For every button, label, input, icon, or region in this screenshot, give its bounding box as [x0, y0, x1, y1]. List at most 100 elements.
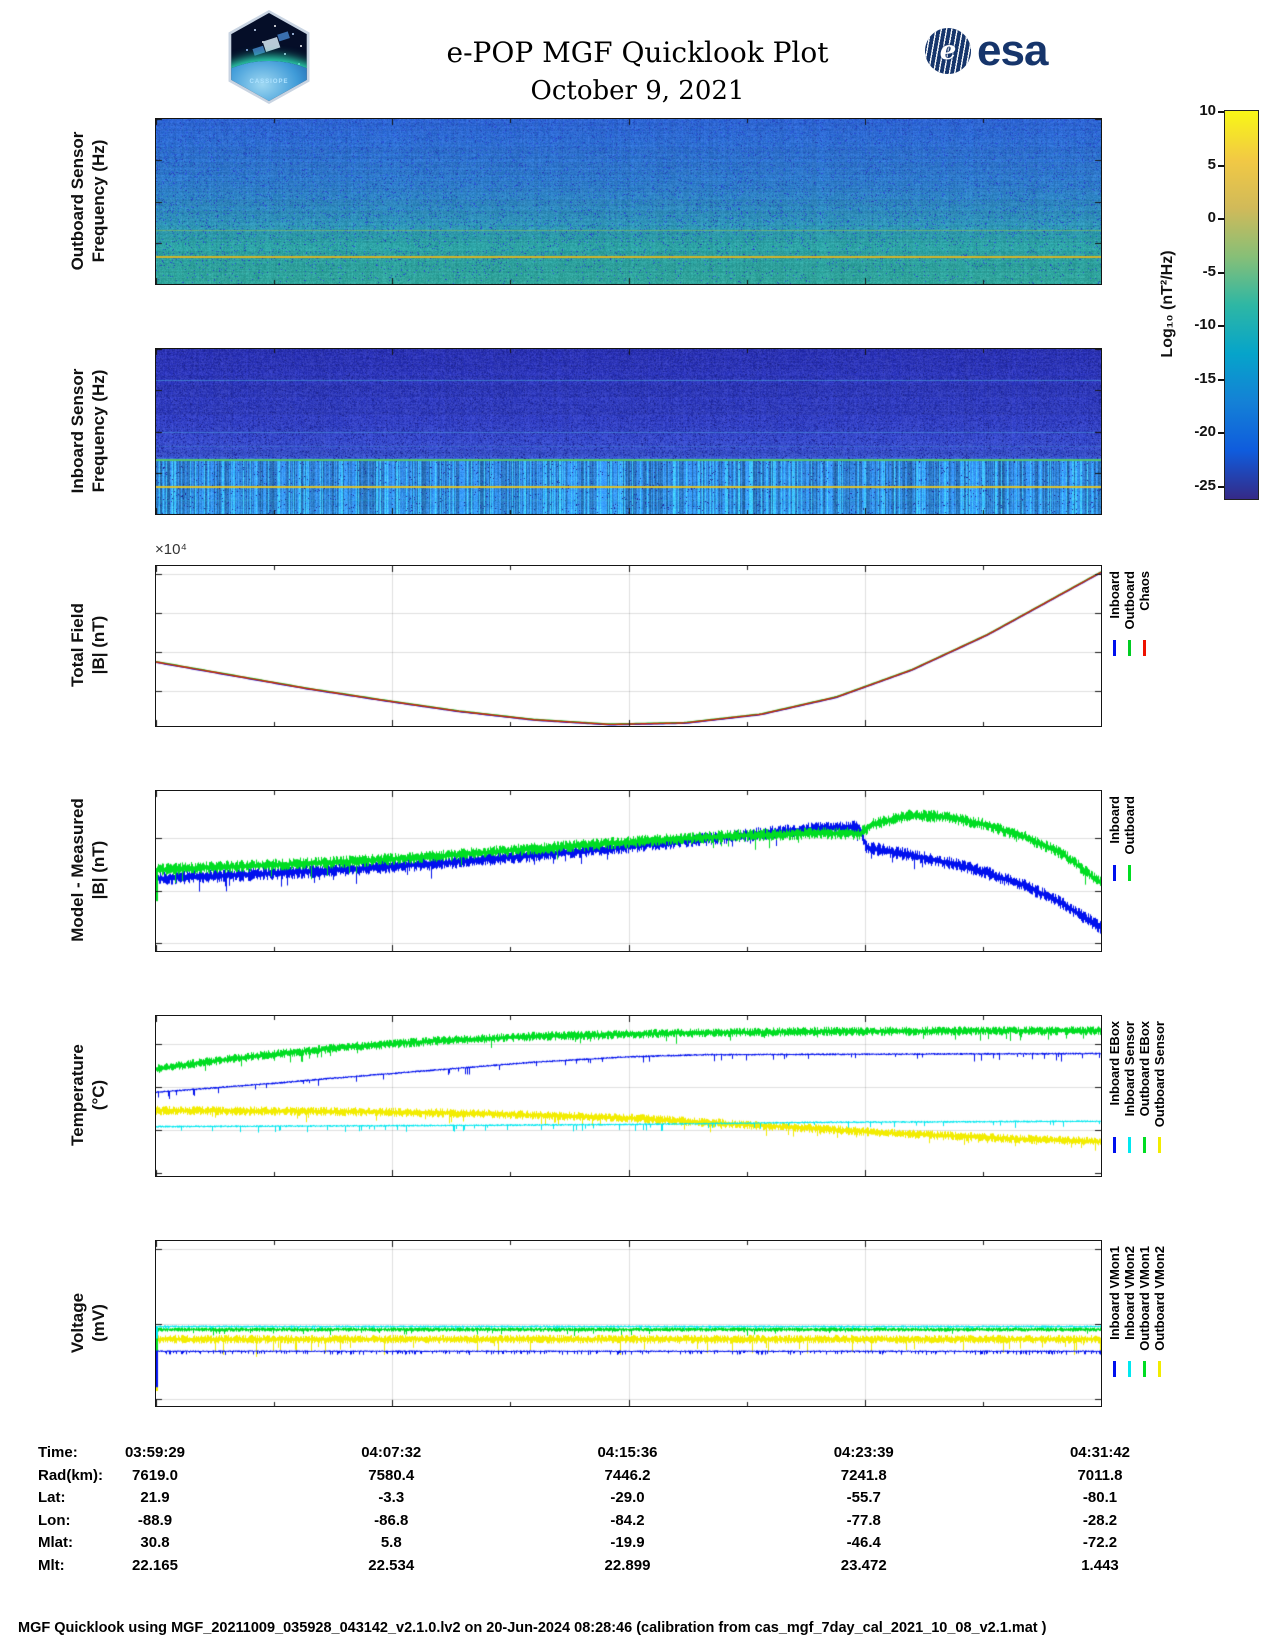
- table-cell-value: -29.0: [610, 1489, 645, 1506]
- temperature-canvas: [156, 1016, 1101, 1176]
- legend-label: Inboard: [1107, 796, 1122, 844]
- page-subtitle-date: October 9, 2021: [530, 76, 745, 106]
- colorbar-tick-label: -5: [1202, 262, 1216, 280]
- table-row: Lat: 21.9 -3.3 -29.0 -55.7 -80.1: [0, 1489, 1275, 1511]
- table-cell-value: -84.2: [610, 1511, 645, 1529]
- legend-color-swatch: [1137, 1137, 1152, 1154]
- table-cell-value: 22.534: [368, 1556, 415, 1574]
- y-axis-label: Total Field |B| (nT): [68, 603, 108, 687]
- legend-label: Outboard: [1122, 571, 1137, 630]
- table-cell-value: 04:15:36: [597, 1444, 658, 1461]
- legend-color-swatch: [1122, 639, 1137, 656]
- colorbar: Log₁₀ (nT²/Hz) 10 5 0 -5 -10 -15 -20 -25: [1130, 102, 1270, 500]
- legend-color-swatch: [1122, 864, 1137, 881]
- colorbar-tick-label: 10: [1199, 102, 1216, 119]
- y-axis-label: Outboard Sensor Frequency (Hz): [68, 131, 108, 270]
- legend-temperature: Inboard EBox Inboard Sensor Outboard EBox O…: [1107, 1021, 1167, 1154]
- colorbar-tick-label: 0: [1207, 209, 1216, 227]
- table-row: Mlat: 30.8 5.8 -19.9 -46.4 -72.2: [0, 1534, 1275, 1556]
- legend-label: Inboard EBox: [1107, 1021, 1122, 1106]
- table-cell-value: -3.3: [378, 1489, 405, 1506]
- table-cell-value: 22.899: [604, 1556, 651, 1574]
- table-cell-value: -80.1: [1082, 1489, 1118, 1506]
- legend-color-swatch: [1137, 639, 1152, 656]
- table-row-label: Rad(km):: [38, 1466, 104, 1484]
- outboard-spectrogram-canvas: [156, 119, 1101, 284]
- table-cell-value: 04:23:39: [833, 1444, 894, 1461]
- panel-voltage: Voltage (mV) 1000-100 Inboard VMon1Inboa…: [0, 1240, 1275, 1407]
- colorbar-tick-label: -20: [1194, 423, 1216, 441]
- colorbar-tick-mark: [1218, 325, 1224, 328]
- table-cell-value: -86.8: [374, 1511, 409, 1529]
- table-cell-value: 7011.8: [1077, 1466, 1123, 1484]
- table-cell-value: 03:59:29: [124, 1444, 186, 1461]
- colorbar-tick-mark: [1218, 378, 1224, 381]
- colorbar-tick-mark: [1218, 164, 1224, 167]
- table-cell-value: 7241.8: [840, 1466, 887, 1484]
- colorbar-tick-mark: [1218, 432, 1224, 435]
- colorbar-gradient: [1224, 110, 1259, 500]
- table-cell-value: -46.4: [846, 1534, 881, 1551]
- table-cell-value: -28.2: [1082, 1511, 1118, 1529]
- y-axis-exponent: ×10⁴: [155, 541, 187, 558]
- table-cell-value: 22.165: [132, 1556, 178, 1574]
- colorbar-tick-label: -25: [1194, 477, 1216, 494]
- table-cell-value: 21.9: [140, 1489, 170, 1506]
- table-cell-value: 23.472: [840, 1556, 887, 1574]
- table-cell-value: 04:31:42: [1069, 1444, 1131, 1461]
- legend-label: Inboard VMon1: [1107, 1246, 1122, 1340]
- panel-inboard-spectrogram: Inboard Sensor Frequency (Hz) 020406080: [0, 348, 1275, 515]
- esa-globe-letter: e: [939, 36, 957, 66]
- inboard-spectrogram-canvas: [156, 349, 1101, 514]
- panel-temperature: Temperature (°C) -4-6-8-10 Inboard EBoxI…: [0, 1015, 1275, 1177]
- plot-area: [155, 348, 1102, 515]
- legend-total-field: Inboard Outboard Chaos: [1107, 571, 1152, 656]
- colorbar-tick-mark: [1218, 271, 1224, 274]
- table-cell-value: -77.8: [846, 1511, 881, 1529]
- esa-globe-icon: e: [925, 28, 971, 74]
- legend-label: Outboard: [1122, 796, 1137, 855]
- table-row-label: Lat:: [38, 1489, 66, 1506]
- legend-color-swatch: [1107, 639, 1122, 656]
- colorbar-tick-mark: [1218, 218, 1224, 221]
- panel-total-field: Total Field |B| (nT) ×10⁴ 22.533.5 Inboa…: [0, 541, 1275, 727]
- plot-area: [155, 1240, 1102, 1407]
- colorbar-tick-label: 5: [1207, 155, 1216, 173]
- table-cell-value: -88.9: [137, 1511, 173, 1529]
- voltage-canvas: [156, 1241, 1101, 1406]
- legend-color-swatch: [1107, 864, 1122, 881]
- table-cell-value: -19.9: [610, 1534, 645, 1551]
- table-row-label: Mlt:: [38, 1556, 65, 1574]
- y-axis-label: Temperature (°C): [68, 1044, 108, 1146]
- colorbar-tick-mark: [1218, 111, 1224, 113]
- table-row: Rad(km): 7619.0 7580.4 7446.2 7241.8 7011.8: [0, 1467, 1275, 1489]
- legend-label: Outboard VMon2: [1152, 1246, 1167, 1351]
- table-row: Time: 03:59:29 04:07:32 04:15:36 04:23:39 04:…: [0, 1444, 1275, 1466]
- legend-voltage: Inboard VMon1 Inboard VMon2 Outboard VMon1…: [1107, 1246, 1167, 1377]
- table-cell-value: 5.8: [380, 1534, 402, 1551]
- page-title: e-POP MGF Quicklook Plot: [446, 36, 829, 69]
- stars-decoration: [240, 23, 242, 25]
- model-minus-measured-canvas: [156, 791, 1101, 951]
- panel-outboard-spectrogram: Outboard Sensor Frequency (Hz) 020406080: [0, 118, 1275, 285]
- legend-color-swatch: [1122, 1137, 1137, 1154]
- legend-label: Inboard VMon2: [1122, 1246, 1137, 1340]
- esa-logo-text: esa: [977, 26, 1048, 75]
- legend-label: Outboard EBox: [1137, 1021, 1152, 1117]
- table-row: Lon: -88.9 -86.8 -84.2 -77.8 -28.2: [0, 1512, 1275, 1534]
- patch-label: CASSIOPE: [249, 79, 289, 85]
- plot-area: [155, 565, 1102, 727]
- table-row-label: Lon:: [38, 1511, 71, 1529]
- esa-logo: e esa: [925, 26, 1048, 76]
- table-cell-value: 7580.4: [368, 1466, 415, 1484]
- y-axis-label: Voltage (mV): [68, 1292, 108, 1353]
- legend-model-minus-measured: Inboard Outboard: [1107, 796, 1137, 881]
- y-axis-label: Inboard Sensor Frequency (Hz): [68, 368, 108, 493]
- table-cell-value: -55.7: [846, 1489, 881, 1506]
- table-row: Mlt: 22.165 22.534 22.899 23.472 1.443: [0, 1557, 1275, 1579]
- table-row-label: Mlat:: [38, 1534, 73, 1551]
- table-cell-value: 30.8: [140, 1534, 170, 1551]
- table-cell-value: 7619.0: [132, 1466, 178, 1484]
- plot-area: [155, 1015, 1102, 1177]
- legend-label: Inboard Sensor: [1122, 1021, 1137, 1117]
